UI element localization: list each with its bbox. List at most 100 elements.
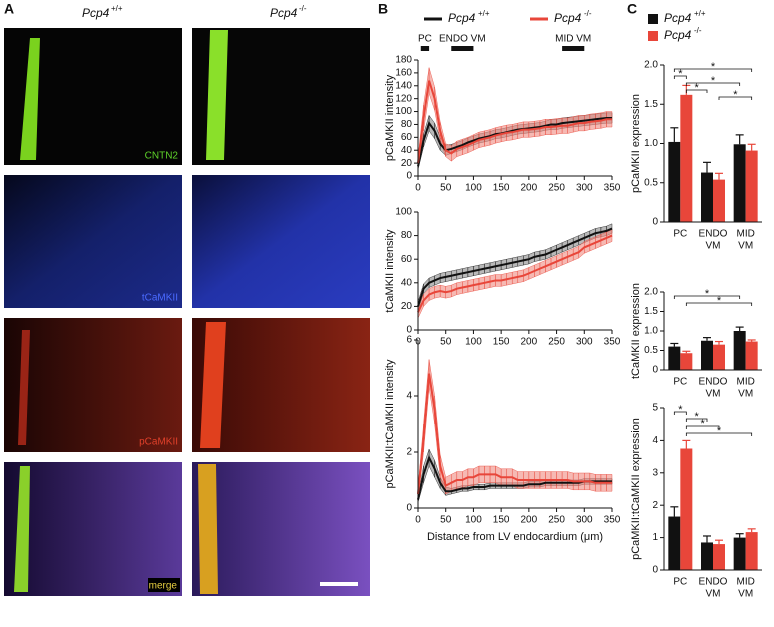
stain-label: pCaMKII bbox=[139, 437, 178, 448]
x-axis-label: Distance from LV endocardium (μm) bbox=[427, 531, 603, 543]
sig-label: * bbox=[695, 82, 700, 94]
stain-label: CNTN2 bbox=[145, 151, 179, 162]
y-tick-label: 160 bbox=[395, 68, 412, 79]
region-bar bbox=[451, 46, 474, 51]
x-tick-label: 50 bbox=[440, 337, 452, 348]
micrograph bbox=[192, 462, 370, 596]
y-tick-label: 6 bbox=[406, 335, 412, 346]
x-tick-label: 300 bbox=[576, 515, 593, 526]
y-tick-label: 40 bbox=[401, 145, 413, 156]
sig-bracket bbox=[685, 82, 741, 86]
y-tick-label: 1.0 bbox=[644, 138, 658, 149]
micrograph bbox=[192, 175, 370, 308]
x-tick-label: ENDO bbox=[699, 577, 728, 588]
y-axis-label: tCaMKII intensity bbox=[384, 229, 396, 313]
y-tick-label: 2.0 bbox=[644, 60, 658, 71]
y-tick-label: 0 bbox=[652, 365, 658, 376]
x-tick-label: ENDO bbox=[699, 377, 728, 388]
x-tick-label: MID bbox=[736, 377, 754, 388]
y-tick-label: 140 bbox=[395, 80, 412, 91]
sig-bracket bbox=[673, 75, 687, 79]
x-tick-label: 250 bbox=[548, 183, 565, 194]
column-title-sup: +/+ bbox=[111, 4, 123, 13]
legend-swatch bbox=[648, 14, 658, 24]
legend-swatch bbox=[648, 31, 658, 41]
bar bbox=[713, 179, 725, 222]
panel-label: A bbox=[4, 1, 14, 17]
y-tick-label: 0.5 bbox=[644, 177, 658, 188]
y-tick-label: 0 bbox=[652, 217, 658, 228]
sig-label: * bbox=[705, 288, 710, 300]
y-tick-label: 180 bbox=[395, 55, 412, 66]
line bbox=[417, 454, 612, 500]
line bbox=[417, 117, 612, 167]
region-label: PC bbox=[418, 34, 432, 45]
y-tick-label: 0 bbox=[406, 503, 412, 514]
line bbox=[417, 373, 612, 495]
x-tick-label: 0 bbox=[415, 183, 421, 194]
x-tick-label: 200 bbox=[521, 337, 538, 348]
bar bbox=[713, 344, 725, 370]
stain bbox=[198, 464, 218, 594]
panel-label: C bbox=[627, 1, 637, 17]
x-tick-label: 350 bbox=[604, 337, 621, 348]
y-tick-label: 4 bbox=[652, 435, 658, 446]
bar bbox=[745, 150, 758, 222]
sig-label: * bbox=[711, 61, 716, 73]
y-tick-label: 120 bbox=[395, 93, 412, 104]
y-tick-label: 60 bbox=[401, 132, 413, 143]
image-grid bbox=[4, 28, 370, 596]
x-tick-label: 200 bbox=[521, 515, 538, 526]
sig-label: * bbox=[711, 75, 716, 87]
sig-label: * bbox=[701, 418, 706, 430]
x-tick-label: ENDO bbox=[699, 229, 728, 240]
stain bbox=[20, 38, 40, 160]
y-tick-label: 3 bbox=[652, 467, 658, 478]
sig-bracket bbox=[685, 432, 753, 436]
legend-label-sup: -/- bbox=[694, 26, 702, 35]
sig-bracket bbox=[673, 68, 753, 72]
x-tick-label: 250 bbox=[548, 337, 565, 348]
x-tick-label: 350 bbox=[604, 515, 621, 526]
y-tick-label: 5 bbox=[652, 403, 658, 414]
stain-label: tCaMKII bbox=[142, 293, 178, 304]
x-tick-label: VM bbox=[738, 241, 753, 252]
x-tick-label: 150 bbox=[493, 515, 510, 526]
sig-label: * bbox=[717, 295, 722, 307]
sig-label: * bbox=[733, 89, 738, 101]
region-label: MID VM bbox=[555, 34, 591, 45]
y-tick-label: 2 bbox=[652, 500, 658, 511]
sig-bracket bbox=[673, 295, 741, 299]
x-tick-label: 0 bbox=[415, 515, 421, 526]
y-axis-label: pCaMKII intensity bbox=[384, 74, 396, 161]
y-tick-label: 1.0 bbox=[644, 326, 658, 337]
y-tick-label: 20 bbox=[401, 301, 413, 312]
x-tick-label: 100 bbox=[465, 337, 482, 348]
x-tick-label: 100 bbox=[465, 515, 482, 526]
sig-bracket bbox=[685, 89, 708, 93]
bar bbox=[668, 346, 681, 370]
y-tick-label: 0 bbox=[406, 171, 412, 182]
y-tick-label: 1 bbox=[652, 532, 658, 543]
stain bbox=[18, 330, 30, 445]
y-tick-label: 1.5 bbox=[644, 99, 658, 110]
micrograph bbox=[4, 318, 182, 452]
x-tick-label: 250 bbox=[548, 515, 565, 526]
y-tick-label: 40 bbox=[401, 277, 413, 288]
legend-label-sup: +/+ bbox=[694, 9, 706, 18]
y-tick-label: 100 bbox=[395, 106, 412, 117]
x-tick-label: VM bbox=[738, 389, 753, 400]
y-axis-label: pCaMKII:tCaMKII expression bbox=[630, 418, 642, 560]
panel-label: B bbox=[378, 1, 388, 17]
y-tick-label: 2 bbox=[406, 447, 412, 458]
bar bbox=[680, 448, 693, 570]
bar bbox=[733, 537, 746, 570]
bar bbox=[668, 141, 681, 222]
line bbox=[417, 227, 613, 307]
column-title: Pcp4 bbox=[82, 6, 110, 20]
y-tick-label: 2.0 bbox=[644, 287, 658, 298]
x-tick-label: PC bbox=[673, 577, 687, 588]
bar bbox=[733, 144, 746, 222]
column-title: Pcp4 bbox=[270, 6, 298, 20]
sig-bracket bbox=[685, 418, 708, 422]
